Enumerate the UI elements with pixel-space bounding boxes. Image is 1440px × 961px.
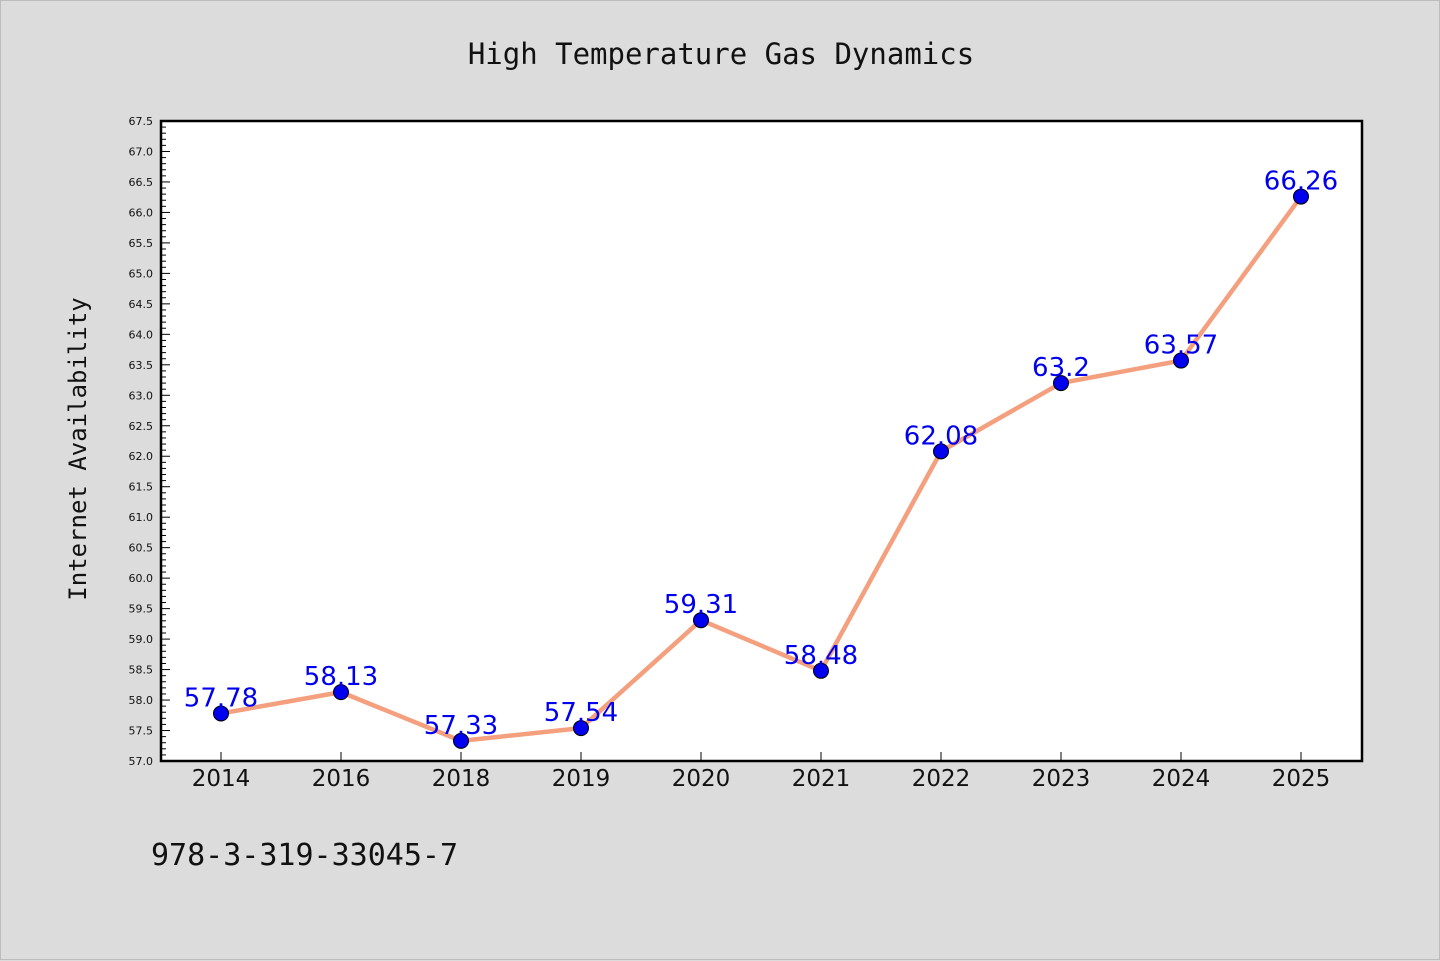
data-label: 58.48 xyxy=(784,641,858,671)
x-axis: 2014 2016 2018 2019 2020 2021 2022 2023 2024 2025 xyxy=(192,752,1331,792)
data-label: 58.13 xyxy=(304,662,378,692)
x-tick-label: 2016 xyxy=(312,766,371,792)
y-tick-label: 58.5 xyxy=(129,664,154,677)
y-tick-label: 63.5 xyxy=(129,359,154,372)
y-tick-label: 66.0 xyxy=(129,206,154,219)
x-tick-label: 2019 xyxy=(552,766,611,792)
y-tick-label: 59.5 xyxy=(129,603,154,616)
x-tick-label: 2024 xyxy=(1152,766,1211,792)
y-tick-label: 62.0 xyxy=(129,450,154,463)
y-axis-label: Internet Availability xyxy=(64,297,92,600)
y-tick-label: 59.0 xyxy=(129,633,154,646)
y-tick-label: 57.0 xyxy=(129,755,154,768)
y-tick-label: 60.5 xyxy=(129,542,154,555)
data-label: 62.08 xyxy=(904,421,978,451)
data-label: 66.26 xyxy=(1264,167,1338,197)
data-label: 63.57 xyxy=(1144,331,1218,361)
data-label: 63.2 xyxy=(1032,353,1090,383)
data-point xyxy=(1293,188,1309,205)
data-label: 57.54 xyxy=(544,698,618,728)
data-point xyxy=(1053,375,1069,392)
x-tick-label: 2020 xyxy=(672,766,731,792)
y-tick-label: 64.5 xyxy=(129,298,154,311)
y-tick-label: 63.0 xyxy=(129,389,154,402)
data-point xyxy=(933,443,949,460)
data-point xyxy=(333,684,349,701)
x-tick-label: 2022 xyxy=(912,766,971,792)
data-point xyxy=(453,732,469,749)
data-point xyxy=(693,612,709,629)
y-tick-label: 58.0 xyxy=(129,694,154,707)
data-label: 57.78 xyxy=(184,683,258,713)
data-point xyxy=(813,662,829,679)
x-tick-label: 2025 xyxy=(1272,766,1331,792)
y-axis: 57.0 57.5 58.0 58.5 59.0 59.5 60.0 60.5 61.0 61.5… xyxy=(129,115,170,768)
data-point xyxy=(213,705,229,722)
data-point xyxy=(1173,352,1189,369)
isbn-annotation: 978-3-319-33045-7 xyxy=(151,838,458,873)
y-tick-label: 67.0 xyxy=(129,145,154,158)
y-tick-label: 60.0 xyxy=(129,572,154,585)
data-label: 59.31 xyxy=(664,590,738,620)
series-layer: 57.78 58.13 57.33 57.54 59.31 58.48 62.08 63.2 6… xyxy=(184,167,1338,749)
y-tick-label: 65.0 xyxy=(129,267,154,280)
data-label: 57.33 xyxy=(424,711,498,741)
x-tick-label: 2023 xyxy=(1032,766,1091,792)
series-line xyxy=(218,194,1304,744)
y-tick-label: 61.5 xyxy=(129,481,154,494)
data-point xyxy=(573,720,589,737)
y-tick-label: 57.5 xyxy=(129,725,154,738)
x-tick-label: 2021 xyxy=(792,766,851,792)
y-tick-label: 66.5 xyxy=(129,176,154,189)
y-tick-label: 62.5 xyxy=(129,420,154,433)
x-tick-label: 2018 xyxy=(432,766,491,792)
chart-title: High Temperature Gas Dynamics xyxy=(468,37,974,71)
y-tick-label: 67.5 xyxy=(129,115,154,128)
plot-area xyxy=(159,119,1364,763)
y-tick-label: 61.0 xyxy=(129,511,154,524)
y-tick-label: 64.0 xyxy=(129,328,154,341)
x-tick-label: 2014 xyxy=(192,766,251,792)
y-tick-label: 65.5 xyxy=(129,237,154,250)
